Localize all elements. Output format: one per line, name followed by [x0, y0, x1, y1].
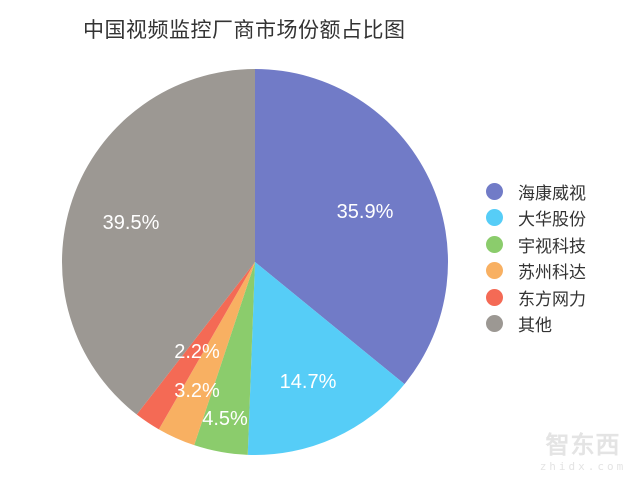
pie-slice	[247, 262, 405, 455]
legend-label: 其他	[518, 316, 552, 337]
legend: 海康威视 大华股份 宇视科技 苏州科达 东方网力 其他	[486, 178, 586, 337]
slice-value-label: 4.5%	[202, 408, 248, 430]
legend-item-uniview: 宇视科技	[486, 231, 586, 258]
slice-value-label: 39.5%	[103, 212, 160, 234]
legend-swatch-icon	[486, 209, 503, 227]
pie-slice	[62, 69, 255, 415]
legend-item-netposa: 东方网力	[486, 284, 586, 311]
slice-value-label: 14.7%	[280, 371, 337, 393]
watermark-en: zhidx.com	[539, 460, 627, 473]
slice-value-label: 3.2%	[174, 380, 220, 402]
legend-item-dahua: 大华股份	[486, 205, 586, 232]
pie-labels: 35.9% 14.7% 4.5% 3.2% 2.2% 39.5%	[103, 201, 394, 430]
chart-title: 中国视频监控厂商市场份额占比图	[83, 18, 406, 42]
watermark-cn: 智东西	[545, 431, 621, 459]
legend-swatch-icon	[486, 262, 503, 280]
legend-item-haikang: 海康威视	[486, 178, 586, 205]
legend-label: 海康威视	[518, 183, 586, 204]
legend-swatch-icon	[486, 315, 503, 333]
legend-item-others: 其他	[486, 311, 586, 338]
legend-swatch-icon	[486, 288, 503, 306]
pie-slices	[62, 69, 448, 455]
slice-value-label: 35.9%	[337, 201, 394, 223]
legend-label: 宇视科技	[518, 236, 586, 257]
legend-label: 东方网力	[518, 289, 586, 310]
pie-slice	[255, 69, 448, 385]
pie-slice	[158, 262, 255, 446]
watermark-logo: 智东西 zhidx.com	[538, 425, 628, 473]
legend-swatch-icon	[486, 235, 503, 253]
legend-item-kedacom: 苏州科达	[486, 258, 586, 285]
legend-label: 苏州科达	[518, 263, 586, 284]
legend-swatch-icon	[486, 182, 503, 200]
pie-slice	[194, 262, 255, 455]
slice-value-label: 2.2%	[174, 341, 220, 363]
pie-slice	[136, 262, 255, 430]
legend-label: 大华股份	[518, 210, 586, 231]
